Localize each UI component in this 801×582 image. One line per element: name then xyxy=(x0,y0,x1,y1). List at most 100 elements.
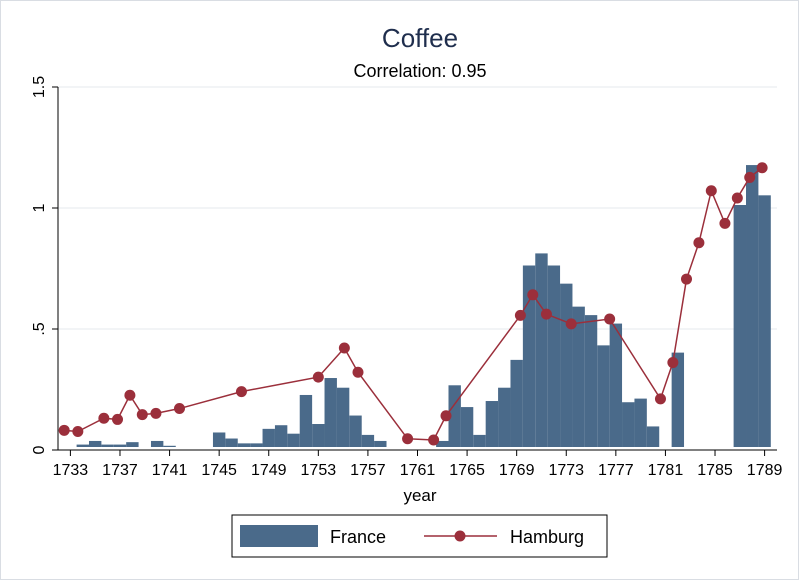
france-bar xyxy=(312,424,325,447)
x-tick-label: 1749 xyxy=(251,462,287,479)
grid-lines xyxy=(58,86,777,330)
hamburg-series xyxy=(58,162,768,446)
france-bar xyxy=(336,387,350,447)
france-bar xyxy=(287,433,300,447)
hamburg-point xyxy=(719,217,731,229)
france-bar xyxy=(547,265,561,447)
france-bar xyxy=(758,195,771,447)
france-bar xyxy=(622,402,635,447)
france-bar xyxy=(324,378,337,447)
x-tick-label: 1737 xyxy=(102,462,138,479)
france-bar xyxy=(473,434,486,447)
x-tick-label: 1741 xyxy=(152,462,188,479)
x-tick-label: 1753 xyxy=(301,462,337,479)
x-tick-label: 1761 xyxy=(400,462,436,479)
hamburg-point xyxy=(440,410,452,422)
hamburg-point xyxy=(338,342,350,354)
france-bar xyxy=(572,306,585,447)
france-bar xyxy=(349,415,362,447)
x-tick-label: 1789 xyxy=(747,462,783,479)
france-bar xyxy=(225,438,238,447)
hamburg-point xyxy=(540,308,552,320)
hamburg-point xyxy=(402,433,414,445)
x-axis-ticks: 1733 1737 1741 1745 1749 1753 1757 1761 1765 1769… xyxy=(53,450,783,479)
france-bar xyxy=(262,428,275,447)
x-tick-label: 1777 xyxy=(598,462,634,479)
france-bar xyxy=(274,425,288,447)
france-bar xyxy=(560,283,573,447)
chart-subtitle: Correlation: 0.95 xyxy=(353,61,486,81)
x-tick-label: 1785 xyxy=(697,462,733,479)
hamburg-point xyxy=(235,386,247,398)
france-bar xyxy=(88,440,102,447)
hamburg-point xyxy=(705,185,717,197)
x-axis-label: year xyxy=(403,486,436,505)
france-bar xyxy=(671,352,685,447)
france-bar xyxy=(299,394,313,447)
legend-hamburg-label: Hamburg xyxy=(510,527,584,547)
x-tick-label: 1769 xyxy=(499,462,535,479)
france-bar xyxy=(634,398,647,447)
france-bar xyxy=(76,444,89,447)
france-bar xyxy=(597,345,610,447)
x-tick-label: 1745 xyxy=(201,462,237,479)
y-tick-label: 1.5 xyxy=(31,76,48,98)
hamburg-point xyxy=(112,413,124,425)
hamburg-point xyxy=(681,273,693,285)
france-bar xyxy=(646,426,660,447)
hamburg-point xyxy=(98,412,110,424)
y-tick-label: 0 xyxy=(31,445,48,454)
legend-hamburg-marker xyxy=(454,530,466,542)
hamburg-point xyxy=(756,162,768,174)
france-bar xyxy=(485,401,499,447)
y-tick-label: .5 xyxy=(31,322,48,335)
hamburg-point xyxy=(173,403,185,415)
hamburg-point xyxy=(136,409,148,421)
hamburg-point xyxy=(150,407,162,419)
hamburg-point xyxy=(731,192,743,204)
hamburg-point xyxy=(654,393,666,405)
hamburg-point xyxy=(72,426,84,438)
hamburg-point xyxy=(693,237,705,249)
x-tick-label: 1773 xyxy=(548,462,584,479)
hamburg-point xyxy=(58,424,70,436)
france-bar xyxy=(126,442,139,447)
hamburg-point xyxy=(428,434,440,446)
france-bar xyxy=(150,440,164,447)
hamburg-point xyxy=(352,366,364,378)
france-bar xyxy=(609,323,623,447)
hamburg-point xyxy=(604,313,616,325)
france-bar xyxy=(584,315,598,447)
france-bar xyxy=(113,444,127,447)
france-bar xyxy=(522,265,536,447)
france-bar xyxy=(237,443,251,447)
legend: France Hamburg xyxy=(231,514,608,558)
france-bar xyxy=(361,434,375,447)
france-bar xyxy=(460,407,474,447)
legend-france-label: France xyxy=(330,527,386,547)
x-tick-label: 1757 xyxy=(350,462,386,479)
france-bar xyxy=(733,205,747,447)
france-bar xyxy=(250,443,263,447)
hamburg-point xyxy=(312,371,324,383)
france-bar xyxy=(212,432,226,447)
france-bar xyxy=(498,387,511,447)
france-bar xyxy=(163,445,176,447)
hamburg-point xyxy=(744,171,756,183)
x-tick-label: 1733 xyxy=(53,462,89,479)
x-tick-label: 1765 xyxy=(449,462,485,479)
x-tick-label: 1781 xyxy=(648,462,684,479)
hamburg-point xyxy=(527,289,539,301)
y-tick-label: 1 xyxy=(31,203,48,212)
france-bar xyxy=(535,253,548,447)
france-bar xyxy=(436,440,449,447)
france-bar xyxy=(374,440,387,447)
france-bar xyxy=(101,444,114,447)
hamburg-point xyxy=(667,357,679,369)
hamburg-point xyxy=(565,318,577,330)
hamburg-point xyxy=(124,389,136,401)
legend-france-swatch xyxy=(240,525,318,547)
y-axis-ticks: 0 .5 1 1.5 xyxy=(31,76,58,454)
